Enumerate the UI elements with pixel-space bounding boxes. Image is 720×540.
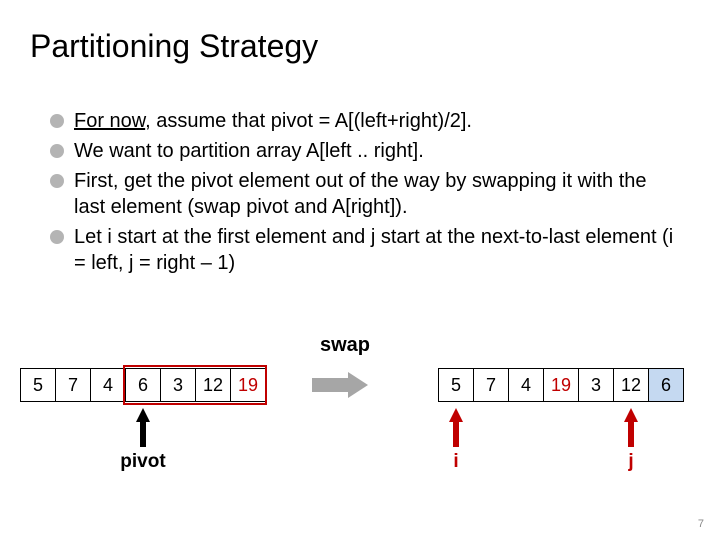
array-cell: 19 (543, 368, 579, 402)
pointer-label: i (432, 451, 480, 473)
bullet-dot-icon (50, 174, 64, 188)
array-cell: 7 (473, 368, 509, 402)
array-cell: 12 (195, 368, 231, 402)
transform-arrow-icon (310, 372, 370, 398)
up-arrow-stem (628, 421, 634, 447)
array-cell: 6 (125, 368, 161, 402)
swap-label: swap (320, 334, 370, 357)
pointer-label: j (607, 451, 655, 473)
bullet-dot-icon (50, 144, 64, 158)
bullet-item: Let i start at the first element and j s… (50, 224, 680, 276)
bullet-text: First, get the pivot element out of the … (74, 168, 680, 220)
bullet-text: Let i start at the first element and j s… (74, 224, 680, 276)
pointer-pivot: pivot (119, 408, 167, 473)
bullet-dot-icon (50, 114, 64, 128)
up-arrow-stem (453, 421, 459, 447)
page-title: Partitioning Strategy (30, 28, 318, 65)
array-cell: 7 (55, 368, 91, 402)
array-cell: 6 (648, 368, 684, 402)
pointer-i: i (432, 408, 480, 473)
array-cell: 3 (160, 368, 196, 402)
array-cell: 4 (508, 368, 544, 402)
array-cell: 12 (613, 368, 649, 402)
pointer-j: j (607, 408, 655, 473)
array-cell: 19 (230, 368, 266, 402)
bullet-dot-icon (50, 230, 64, 244)
array-cell: 5 (20, 368, 56, 402)
up-arrow-stem (140, 421, 146, 447)
bullet-text: For now, assume that pivot = A[(left+rig… (74, 108, 680, 134)
pointer-label: pivot (119, 451, 167, 473)
up-arrow-icon (624, 408, 638, 422)
page-number: 7 (698, 518, 704, 530)
bullet-item: For now, assume that pivot = A[(left+rig… (50, 108, 680, 134)
bullet-item: First, get the pivot element out of the … (50, 168, 680, 220)
array-before: 574631219 (20, 368, 265, 402)
array-cell: 4 (90, 368, 126, 402)
up-arrow-icon (136, 408, 150, 422)
up-arrow-icon (449, 408, 463, 422)
bullet-item: We want to partition array A[left .. rig… (50, 138, 680, 164)
bullet-text: We want to partition array A[left .. rig… (74, 138, 680, 164)
array-cell: 3 (578, 368, 614, 402)
bullet-list: For now, assume that pivot = A[(left+rig… (50, 108, 680, 280)
array-cell: 5 (438, 368, 474, 402)
array-after: 574193126 (438, 368, 683, 402)
